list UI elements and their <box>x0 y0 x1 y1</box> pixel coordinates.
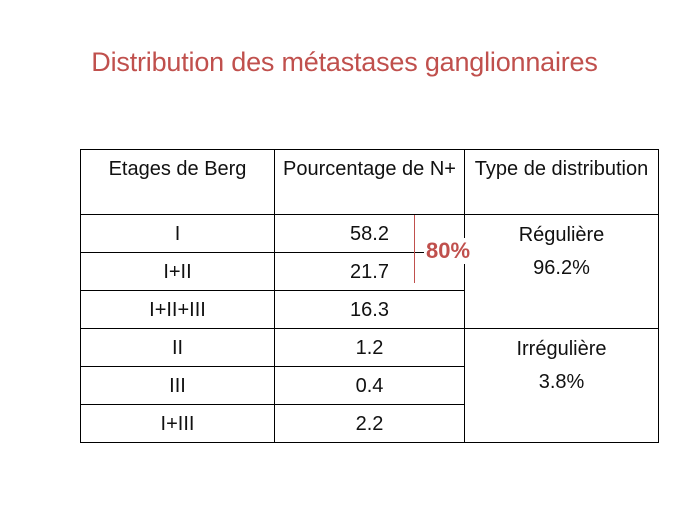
table-row: I+III 2.2 <box>80 404 659 443</box>
cell-pct: 0.4 <box>274 366 465 405</box>
cell-etage: II <box>80 328 275 367</box>
header-type-distribution: Type de distribution <box>464 149 659 215</box>
header-pourcentage: Pourcentage de N+ <box>274 149 465 215</box>
table-header-row: Etages de Berg Pourcentage de N+ Type de… <box>80 149 659 215</box>
annotation-bracket-line <box>414 215 415 283</box>
group-irregular-type: Irrégulière <box>516 338 607 360</box>
annotation-80-percent: 80% <box>424 238 473 264</box>
group-regular-type: Régulière <box>518 224 605 246</box>
cell-etage: III <box>80 366 275 405</box>
cell-pct: 2.2 <box>274 404 465 443</box>
cell-etage: I+III <box>80 404 275 443</box>
cell-pct: 16.3 <box>274 290 465 329</box>
table-row: I+II 21.7 <box>80 252 659 291</box>
table-row: I 58.2 Régulière 96.2% <box>80 214 659 329</box>
cell-etage: I+II+III <box>80 290 275 329</box>
berg-distribution-table: Etages de Berg Pourcentage de N+ Type de… <box>80 149 659 443</box>
cell-pct: 1.2 <box>274 328 465 367</box>
slide-title: Distribution des métastases ganglionnair… <box>91 47 598 77</box>
group-irregular: Irrégulière 3.8% <box>464 328 659 443</box>
table-row: III 0.4 <box>80 366 659 405</box>
group-regular: Régulière 96.2% <box>464 214 659 329</box>
group-regular-pct: 96.2% <box>533 257 590 279</box>
cell-etage: I <box>80 214 275 253</box>
table-row: I+II+III 16.3 <box>80 290 659 329</box>
group-irregular-pct: 3.8% <box>538 371 585 393</box>
cell-etage: I+II <box>80 252 275 291</box>
table-row: II 1.2 Irrégulière 3.8% <box>80 328 659 443</box>
header-etages: Etages de Berg <box>80 149 275 215</box>
